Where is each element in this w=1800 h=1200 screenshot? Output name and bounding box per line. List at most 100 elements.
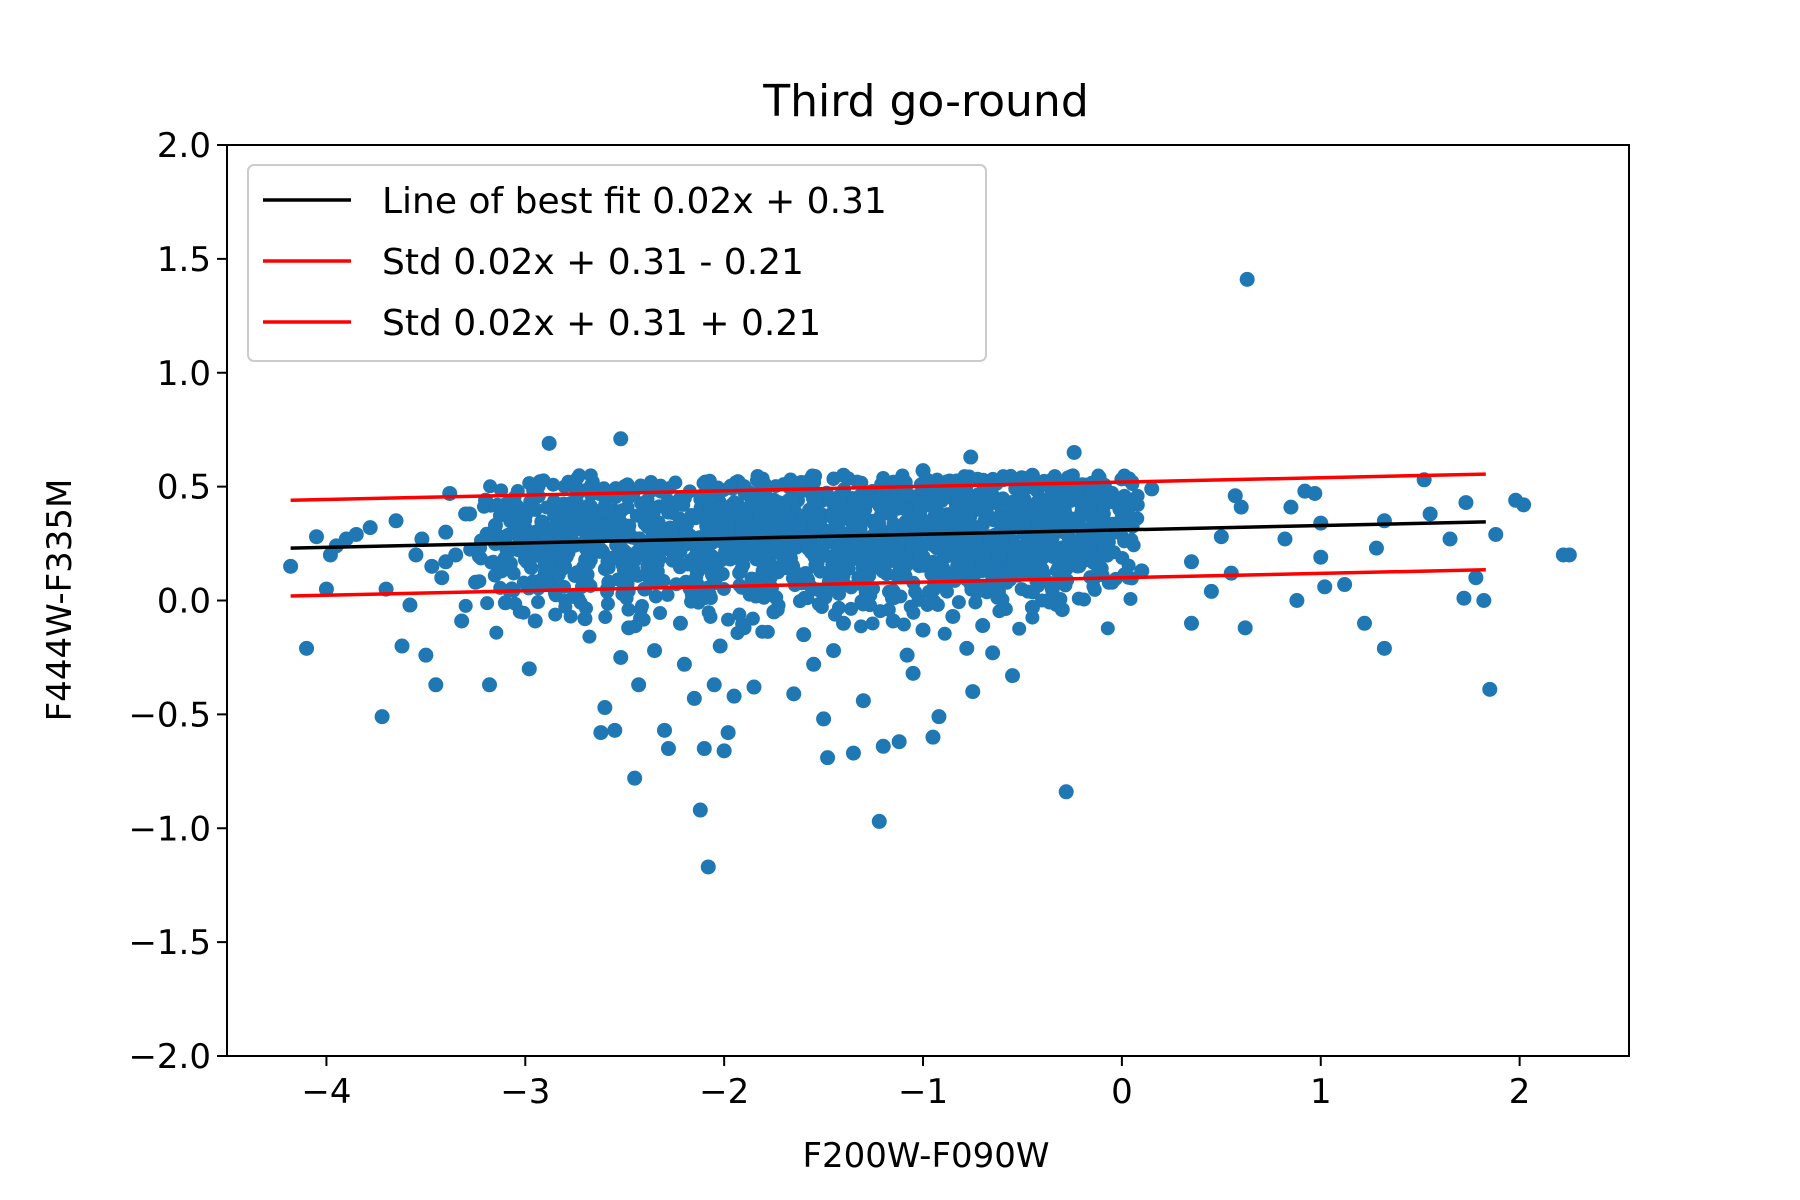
scatter-point [1096, 498, 1111, 513]
scatter-point [1031, 578, 1046, 593]
y-tick-label: −1.0 [128, 809, 211, 849]
scatter-point [854, 619, 869, 634]
scatter-point [874, 499, 889, 514]
scatter-point [1277, 531, 1293, 547]
scatter-point [951, 552, 967, 568]
scatter-point [755, 624, 770, 639]
scatter-point [893, 500, 908, 515]
scatter-point [1313, 515, 1329, 531]
scatter-point [1117, 488, 1132, 503]
scatter-point [1037, 566, 1052, 581]
scatter-point [1130, 497, 1145, 512]
scatter-point [653, 605, 668, 620]
scatter-point [871, 813, 887, 829]
scatter-point [925, 729, 941, 745]
scatter-point [463, 542, 478, 557]
x-axis-label: F200W-F090W [802, 1136, 1049, 1176]
legend-box [247, 164, 987, 362]
y-tick-label: 2.0 [157, 126, 211, 166]
scatter-point [1025, 610, 1040, 625]
scatter-point [999, 574, 1015, 590]
x-tick-label: −2 [699, 1072, 749, 1112]
scatter-point [877, 537, 892, 552]
scatter-point [865, 547, 881, 563]
scatter-point [700, 859, 716, 875]
scatter-point [831, 600, 846, 615]
scatter-point [527, 501, 543, 517]
scatter-point [438, 524, 454, 540]
scatter-point [1054, 479, 1070, 495]
x-tick-label: 0 [1111, 1072, 1133, 1112]
scatter-point [1213, 529, 1229, 545]
scatter-point [1117, 534, 1132, 549]
scatter-point [642, 558, 657, 573]
scatter-point [1041, 513, 1056, 528]
scatter-point [394, 638, 410, 654]
scatter-point [1442, 531, 1458, 547]
scatter-point [865, 616, 880, 631]
scatter-point [482, 677, 498, 693]
scatter-point [558, 599, 573, 614]
scatter-point [1030, 509, 1045, 524]
scatter-point [414, 531, 430, 547]
scatter-point [632, 531, 647, 546]
scatter-point [633, 611, 648, 626]
scatter-point [734, 512, 749, 527]
scatter-point [527, 613, 543, 629]
y-tick-label: −0.5 [128, 695, 211, 735]
scatter-point [1100, 621, 1115, 636]
scatter-point [1008, 538, 1023, 553]
scatter-point [516, 575, 531, 590]
scatter-point [811, 551, 826, 566]
scatter-point [660, 741, 676, 757]
scatter-point [716, 581, 731, 596]
scatter-point [757, 476, 772, 491]
scatter-point [698, 560, 713, 575]
scatter-point [601, 574, 617, 590]
scatter-point [561, 474, 576, 489]
fit-lines [290, 472, 1486, 598]
scatter-point [1289, 593, 1305, 608]
scatter-point [619, 591, 634, 606]
scatter-point [932, 507, 947, 522]
scatter-point [1097, 544, 1112, 559]
scatter-point [921, 584, 936, 599]
scatter-point [424, 558, 440, 574]
scatter-point [548, 607, 563, 622]
scatter-point [935, 561, 951, 577]
scatter-point [957, 496, 972, 511]
scatter-point [1456, 590, 1472, 606]
scatter-point [1010, 513, 1025, 528]
x-tick-label: −1 [898, 1072, 948, 1112]
scatter-point [442, 485, 458, 501]
scatter-point [720, 725, 736, 741]
y-axis: −2.0 −1.5 −1.0 −0.5 0.0 0.5 1.0 1.5 2.0 [128, 126, 227, 1077]
x-tick-label: 1 [1310, 1072, 1332, 1112]
scatter-point [1087, 582, 1102, 597]
scatter-point [348, 526, 364, 542]
scatter-point [915, 463, 931, 479]
scatter-point [915, 622, 931, 638]
scatter-point [517, 552, 533, 568]
scatter-point [534, 514, 549, 529]
scatter-point [835, 467, 851, 483]
scatter-point [1183, 554, 1199, 570]
scatter-point [1024, 599, 1040, 615]
scatter-point [468, 574, 484, 590]
scatter-point [600, 596, 615, 611]
scatter-point [1033, 493, 1048, 508]
scatter-point [487, 517, 503, 533]
scatter-point [1017, 491, 1032, 506]
scatter-point [967, 497, 982, 512]
scatter-point [1014, 565, 1030, 581]
scatter-point [651, 546, 666, 561]
scatter-point [834, 566, 849, 581]
scatter-point [1376, 640, 1392, 656]
scatter-point [913, 503, 928, 518]
scatter-point [936, 537, 951, 552]
scatter-point [821, 491, 836, 506]
scatter-point [668, 475, 683, 490]
scatter-point [703, 609, 718, 624]
scatter-point [617, 479, 633, 495]
scatter-point [702, 473, 717, 488]
